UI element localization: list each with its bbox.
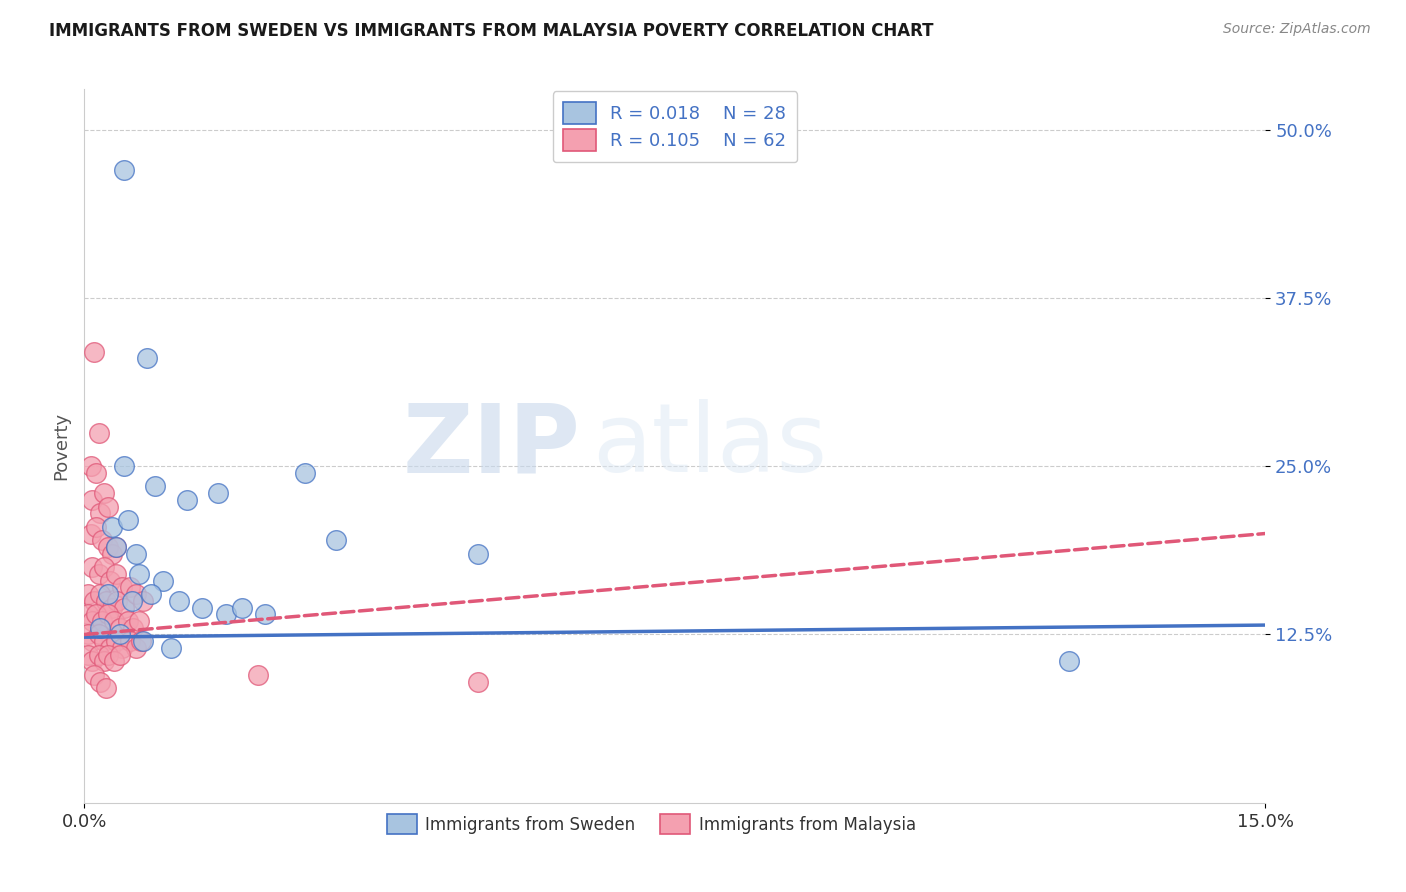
Point [108, 627, 131, 641]
Point [294, 466, 316, 480]
Point [103, 655, 125, 669]
Point [112, 163, 135, 178]
Text: IMMIGRANTS FROM SWEDEN VS IMMIGRANTS FROM MALAYSIA POVERTY CORRELATION CHART: IMMIGRANTS FROM SWEDEN VS IMMIGRANTS FRO… [49, 22, 934, 40]
Point [87, 627, 110, 641]
Point [77, 607, 100, 622]
Point [111, 580, 134, 594]
Point [98, 640, 121, 655]
Point [112, 459, 135, 474]
Point [132, 634, 155, 648]
Point [101, 547, 124, 561]
Text: atlas: atlas [592, 400, 827, 492]
Point [82, 492, 104, 507]
Point [90, 533, 112, 548]
Point [136, 351, 159, 366]
Text: ZIP: ZIP [402, 400, 581, 492]
Point [108, 648, 131, 662]
Text: Source: ZipAtlas.com: Source: ZipAtlas.com [1223, 22, 1371, 37]
Point [132, 594, 155, 608]
Point [111, 640, 134, 655]
Point [103, 614, 125, 628]
Point [167, 594, 190, 608]
Point [83, 594, 105, 608]
Point [82, 655, 104, 669]
Point [87, 648, 110, 662]
Point [97, 540, 120, 554]
Point [104, 540, 127, 554]
Point [129, 634, 152, 648]
Point [124, 587, 146, 601]
Point [112, 600, 135, 615]
Point [128, 614, 150, 628]
Point [124, 640, 146, 655]
Point [121, 594, 143, 608]
Point [231, 600, 253, 615]
Point [467, 674, 489, 689]
Point [97, 607, 120, 622]
Point [118, 634, 141, 648]
Point [87, 566, 110, 581]
Point [82, 634, 104, 648]
Point [77, 627, 100, 641]
Point [128, 566, 150, 581]
Point [160, 640, 183, 655]
Point [207, 486, 229, 500]
Point [117, 513, 139, 527]
Point [104, 634, 127, 648]
Point [93, 655, 115, 669]
Point [101, 600, 124, 615]
Point [82, 614, 104, 628]
Point [467, 547, 489, 561]
Point [122, 621, 145, 635]
Point [79, 526, 101, 541]
Point [83, 344, 105, 359]
Y-axis label: Poverty: Poverty [52, 412, 70, 480]
Point [1057, 655, 1080, 669]
Point [124, 547, 146, 561]
Point [89, 621, 111, 635]
Point [117, 614, 139, 628]
Point [96, 594, 118, 608]
Point [108, 621, 131, 635]
Point [89, 587, 111, 601]
Point [101, 520, 124, 534]
Point [141, 587, 163, 601]
Point [215, 607, 238, 622]
Point [246, 668, 269, 682]
Point [143, 479, 166, 493]
Point [77, 587, 100, 601]
Point [254, 607, 277, 622]
Point [97, 648, 120, 662]
Point [191, 600, 214, 615]
Point [83, 668, 105, 682]
Point [84, 607, 107, 622]
Point [93, 486, 115, 500]
Point [90, 614, 112, 628]
Point [89, 674, 111, 689]
Point [87, 425, 110, 440]
Legend: Immigrants from Sweden, Immigrants from Malaysia: Immigrants from Sweden, Immigrants from … [380, 807, 922, 841]
Point [325, 533, 347, 548]
Point [89, 506, 111, 520]
Point [97, 500, 120, 514]
Point [84, 520, 107, 534]
Point [97, 587, 120, 601]
Point [118, 580, 141, 594]
Point [93, 560, 115, 574]
Point [82, 560, 104, 574]
Point [84, 466, 107, 480]
Point [104, 566, 127, 581]
Point [107, 594, 129, 608]
Point [77, 648, 100, 662]
Point [79, 459, 101, 474]
Point [98, 574, 121, 588]
Point [96, 681, 118, 696]
Point [152, 574, 174, 588]
Point [104, 540, 127, 554]
Point [93, 634, 115, 648]
Point [176, 492, 198, 507]
